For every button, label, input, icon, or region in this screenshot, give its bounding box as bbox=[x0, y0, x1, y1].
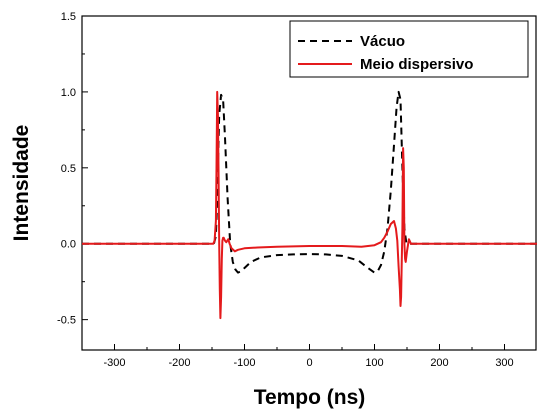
y-axis-label: Intensidade bbox=[10, 125, 33, 242]
axis-ticks: -300 -200 -100 0 100 200 300 -0.5 0.0 0.5 1.0 1.5 bbox=[57, 11, 514, 369]
x-tick-label: 100 bbox=[365, 357, 383, 369]
x-tick-label: -100 bbox=[233, 357, 255, 369]
x-axis-label: Tempo (ns) bbox=[254, 386, 366, 409]
series-layer bbox=[82, 90, 537, 320]
x-tick-label: -300 bbox=[103, 357, 125, 369]
series-line-meio-dispersivo bbox=[82, 90, 537, 320]
legend: Vácuo Meio dispersivo bbox=[289, 20, 529, 78]
x-tick-label: 200 bbox=[430, 357, 448, 369]
y-tick-label: 1.0 bbox=[61, 87, 76, 99]
x-tick-label: 0 bbox=[306, 357, 312, 369]
legend-label-vacuo: Vácuo bbox=[360, 33, 405, 50]
series-line-vacuo bbox=[82, 90, 537, 274]
legend-box bbox=[289, 20, 529, 78]
y-tick-label: 0.0 bbox=[61, 239, 76, 251]
x-tick-label: 300 bbox=[495, 357, 513, 369]
y-tick-label: 0.5 bbox=[61, 163, 76, 175]
x-tick-label: -200 bbox=[168, 357, 190, 369]
legend-label-meio-dispersivo: Meio dispersivo bbox=[360, 56, 473, 73]
y-tick-label: 1.5 bbox=[61, 11, 76, 23]
y-tick-label: -0.5 bbox=[57, 315, 76, 327]
